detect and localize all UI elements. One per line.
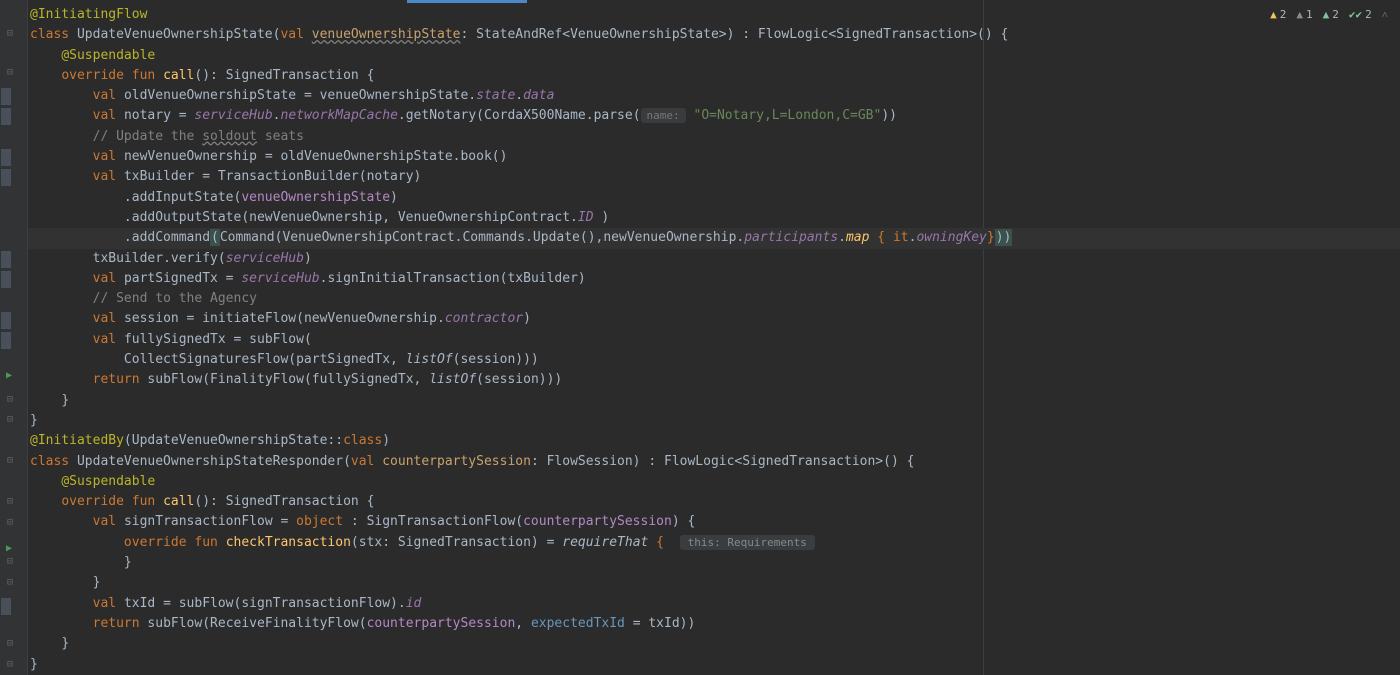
code-line: val oldVenueOwnershipState = venueOwners… [28,86,1400,106]
fold-icon[interactable]: ⊟ [7,496,19,508]
param-hint: name: [641,108,686,123]
code-line: class UpdateVenueOwnershipState(val venu… [28,25,1400,45]
code-line: val partSignedTx = serviceHub.signInitia… [28,269,1400,289]
code-line: } [28,411,1400,431]
fold-icon[interactable]: ⊟ [7,577,19,589]
gutter-marker [1,312,11,329]
code-line: } [28,573,1400,593]
fold-icon[interactable]: ⊟ [7,517,19,529]
code-line: return subFlow(ReceiveFinalityFlow(count… [28,614,1400,634]
code-line: override fun checkTransaction(stx: Signe… [28,533,1400,553]
play-icon[interactable]: ▶ [6,543,12,554]
code-line: } [28,553,1400,573]
code-line: } [28,655,1400,675]
fold-icon[interactable]: ⊟ [7,556,19,568]
fold-icon[interactable]: ⊟ [7,638,19,650]
gutter-marker [1,149,11,166]
play-icon[interactable]: ▶ [6,370,12,381]
fold-icon[interactable]: ⊟ [7,455,19,467]
fold-icon[interactable]: ⊟ [7,659,19,671]
code-line: return subFlow(FinalityFlow(fullySignedT… [28,370,1400,390]
code-line: val txId = subFlow(signTransactionFlow).… [28,594,1400,614]
code-line: class UpdateVenueOwnershipStateResponder… [28,452,1400,472]
gutter-marker [1,88,11,105]
code-line: val newVenueOwnership = oldVenueOwnershi… [28,147,1400,167]
gutter-marker [1,271,11,288]
code-line: val signTransactionFlow = object : SignT… [28,512,1400,532]
code-line: @Suspendable [28,472,1400,492]
code-line: override fun call(): SignedTransaction { [28,492,1400,512]
code-line: @InitiatedBy(UpdateVenueOwnershipState::… [28,431,1400,451]
fold-icon[interactable]: ⊟ [7,414,19,426]
code-line: val txBuilder = TransactionBuilder(notar… [28,167,1400,187]
code-line: val notary = serviceHub.networkMapCache.… [28,106,1400,126]
gutter-marker [1,332,11,349]
fold-icon[interactable]: ⊟ [7,394,19,406]
code-line: val fullySignedTx = subFlow( [28,330,1400,350]
code-line: @Suspendable [28,46,1400,66]
gutter-marker [1,108,11,125]
code-line: } [28,634,1400,654]
code-line-current: .addCommand(Command(VenueOwnershipContra… [28,228,1400,248]
code-line: // Update the soldout seats [28,127,1400,147]
editor: ⊟ ⊟ ▶ ⊟ ⊟ ⊟ ⊟ ⊟ ▶ ⊟ ⊟ ⊟ ⊟ @InitiatingFlo… [0,0,1400,675]
code-line: CollectSignaturesFlow(partSignedTx, list… [28,350,1400,370]
lambda-hint: this: Requirements [680,535,815,550]
code-area[interactable]: @InitiatingFlow class UpdateVenueOwnersh… [28,0,1400,675]
code-line: @InitiatingFlow [28,5,1400,25]
code-line: val session = initiateFlow(newVenueOwner… [28,309,1400,329]
code-line: .addOutputState(newVenueOwnership, Venue… [28,208,1400,228]
code-line: // Send to the Agency [28,289,1400,309]
gutter[interactable]: ⊟ ⊟ ▶ ⊟ ⊟ ⊟ ⊟ ⊟ ▶ ⊟ ⊟ ⊟ ⊟ [0,0,28,675]
fold-icon[interactable]: ⊟ [7,67,19,79]
code-line: } [28,391,1400,411]
code-line: txBuilder.verify(serviceHub) [28,249,1400,269]
code-line: override fun call(): SignedTransaction { [28,66,1400,86]
gutter-marker [1,251,11,268]
code-line: .addInputState(venueOwnershipState) [28,188,1400,208]
fold-icon[interactable]: ⊟ [7,28,19,40]
gutter-marker [1,169,11,186]
gutter-marker [1,598,11,615]
